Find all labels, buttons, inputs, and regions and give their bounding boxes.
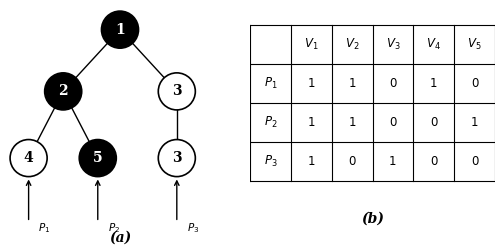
Text: (b): (b) xyxy=(361,212,384,226)
Text: $V_{5}$: $V_{5}$ xyxy=(468,37,482,52)
Text: 1: 1 xyxy=(308,77,315,90)
Text: $V_{4}$: $V_{4}$ xyxy=(426,37,441,52)
Text: $V_{2}$: $V_{2}$ xyxy=(345,37,360,52)
Text: 1: 1 xyxy=(348,116,356,129)
Text: 3: 3 xyxy=(172,84,182,98)
Text: 0: 0 xyxy=(471,77,478,90)
Text: 4: 4 xyxy=(24,151,34,165)
Text: $P_2$: $P_2$ xyxy=(108,222,120,235)
Text: 0: 0 xyxy=(389,116,396,129)
Circle shape xyxy=(79,140,116,177)
Text: 1: 1 xyxy=(389,155,396,168)
Circle shape xyxy=(10,140,47,177)
Text: 1: 1 xyxy=(308,155,315,168)
Circle shape xyxy=(102,11,138,48)
Text: $P_1$: $P_1$ xyxy=(38,222,50,235)
Text: 5: 5 xyxy=(93,151,102,165)
Circle shape xyxy=(158,140,196,177)
Text: $V_{3}$: $V_{3}$ xyxy=(386,37,400,52)
Text: 1: 1 xyxy=(115,23,125,37)
Circle shape xyxy=(158,73,196,110)
Text: $P_{3}$: $P_{3}$ xyxy=(264,154,277,169)
Text: 0: 0 xyxy=(430,155,438,168)
Text: $P_3$: $P_3$ xyxy=(186,222,199,235)
Text: 0: 0 xyxy=(348,155,356,168)
Text: $P_{2}$: $P_{2}$ xyxy=(264,115,277,130)
Text: 2: 2 xyxy=(58,84,68,98)
Text: $V_{1}$: $V_{1}$ xyxy=(304,37,318,52)
Text: 1: 1 xyxy=(471,116,478,129)
Text: 1: 1 xyxy=(348,77,356,90)
Text: 1: 1 xyxy=(308,116,315,129)
Text: 0: 0 xyxy=(389,77,396,90)
Text: 0: 0 xyxy=(471,155,478,168)
Circle shape xyxy=(44,73,82,110)
Text: 0: 0 xyxy=(430,116,438,129)
Text: (a): (a) xyxy=(109,230,131,245)
Text: $P_{1}$: $P_{1}$ xyxy=(264,76,277,91)
Text: 1: 1 xyxy=(430,77,438,90)
Text: 3: 3 xyxy=(172,151,182,165)
